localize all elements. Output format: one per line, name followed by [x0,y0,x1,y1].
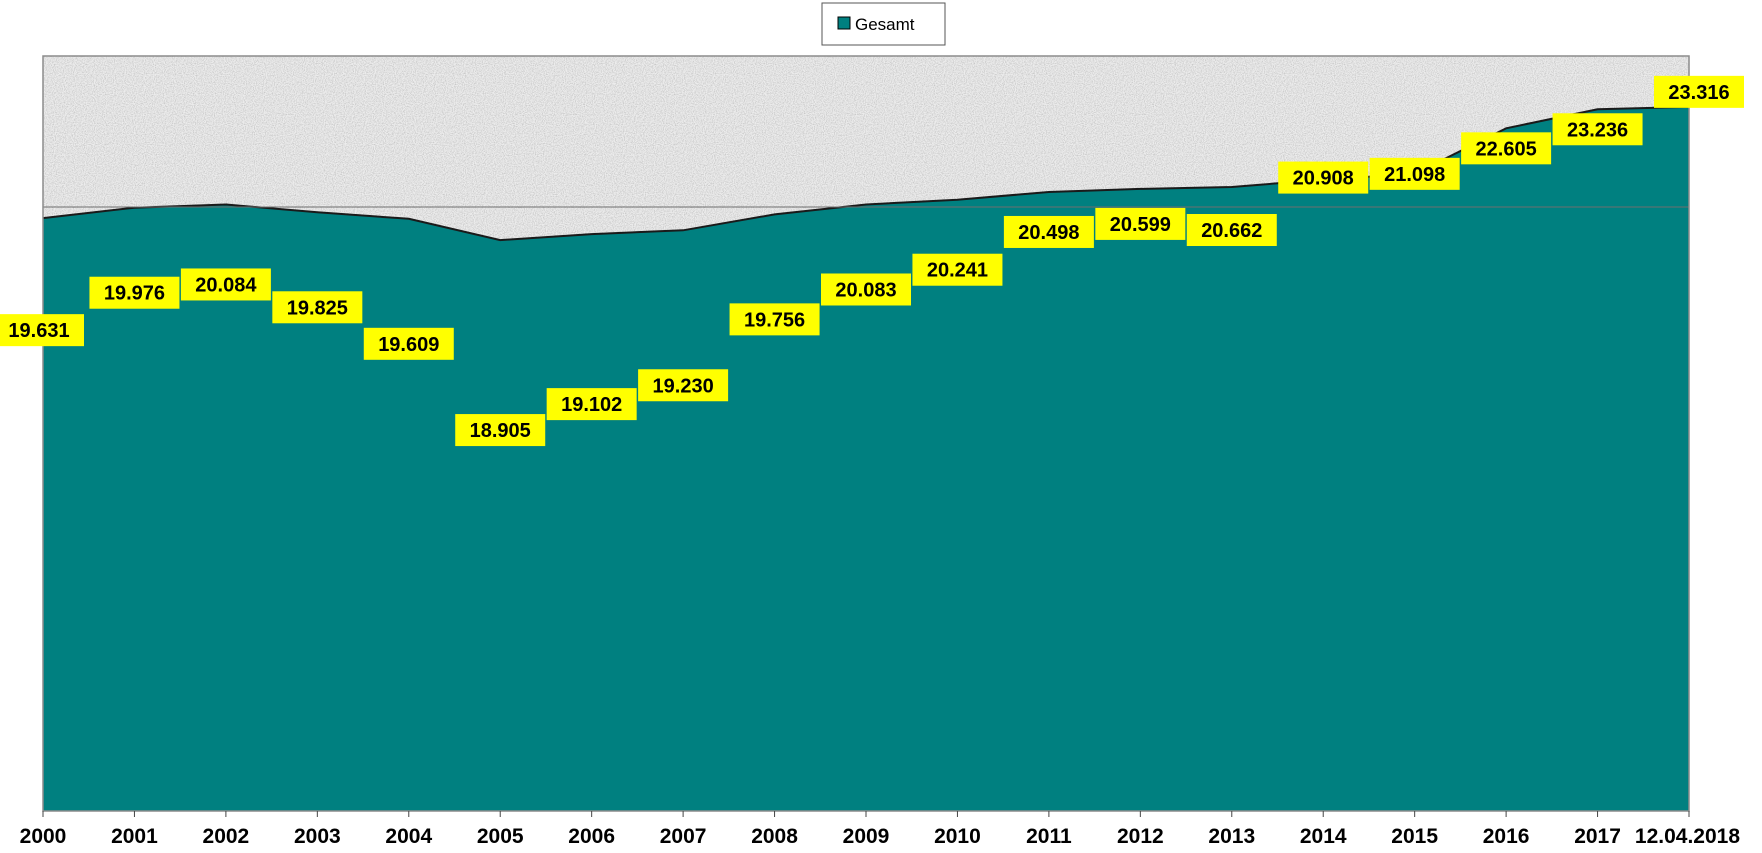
data-label-box [1186,214,1277,247]
legend: Gesamt [821,2,946,46]
x-tick-label: 2001 [111,825,158,848]
data-label: 19.230 [638,369,729,402]
legend-label: Gesamt [855,15,915,34]
x-tick-label: 2009 [843,825,890,848]
data-label-box [1461,132,1552,165]
x-tick-label: 2016 [1483,825,1530,848]
x-tick-label: 2013 [1208,825,1255,848]
data-label-text: 19.609 [378,334,439,356]
data-label: 23.236 [1552,113,1643,146]
data-label: 20.908 [1278,161,1369,194]
data-label: 19.631 [0,314,84,347]
data-label-text: 19.756 [744,309,805,331]
data-label-text: 19.825 [287,297,348,319]
data-label-box [1654,75,1744,108]
x-tick-label: 2012 [1117,825,1164,848]
data-label-text: 21.098 [1384,164,1445,186]
data-label: 20.241 [912,253,1003,286]
data-label-box [912,253,1003,286]
data-label-box [1278,161,1369,194]
data-label: 19.756 [729,303,820,336]
data-label: 22.605 [1461,132,1552,165]
x-tick-label: 2006 [568,825,615,848]
data-label: 20.599 [1095,207,1186,240]
data-label-text: 23.236 [1567,119,1628,141]
x-tick-label: 12.04.2018 [1635,825,1740,848]
data-label: 19.825 [272,291,363,324]
data-label: 19.976 [89,276,180,309]
data-label-box [89,276,180,309]
data-label: 18.905 [455,414,546,447]
data-label-box [363,327,454,360]
x-tick-label: 2000 [20,825,67,848]
data-label-text: 19.230 [653,375,714,397]
data-label-text: 22.605 [1476,138,1537,160]
x-tick-label: 2007 [660,825,707,848]
legend-swatch [837,16,851,30]
data-label-text: 20.241 [927,260,988,282]
x-tick-label: 2008 [751,825,798,848]
data-label: 20.083 [821,273,911,306]
data-label-text: 19.102 [561,394,622,416]
data-label-box [180,268,271,301]
data-label-box [1003,215,1094,248]
data-label-box [546,388,637,421]
x-tick-label: 2014 [1300,825,1347,848]
data-label-text: 20.662 [1201,220,1262,242]
data-label: 19.609 [363,327,454,360]
data-label: 20.662 [1186,214,1277,247]
data-label-box [1552,113,1643,146]
data-label-text: 20.908 [1293,168,1354,190]
x-tick-label: 2005 [477,825,524,848]
x-tick-label: 2017 [1574,825,1621,848]
x-tick-label: 2011 [1026,825,1072,848]
data-label: 21.098 [1369,157,1460,190]
data-label-box [1095,207,1186,240]
data-label-box [729,303,820,336]
data-label-text: 20.599 [1110,214,1171,236]
data-label: 20.084 [180,268,271,301]
data-label: 19.102 [546,388,637,421]
data-label: 23.316 [1654,75,1744,108]
x-tick-label: 2002 [203,825,250,848]
x-tick-label: 2010 [934,825,981,848]
x-tick-label: 2003 [294,825,341,848]
x-tick-label: 2004 [385,825,432,848]
data-label: 20.498 [1003,215,1094,248]
data-label-text: 20.498 [1018,222,1079,244]
data-label-box [455,414,546,447]
data-label-box [821,273,911,306]
data-label-box [272,291,363,324]
data-label-text: 19.631 [8,320,69,342]
data-label-box [1369,157,1460,190]
data-label-text: 18.905 [470,420,531,442]
data-label-text: 20.084 [195,274,257,296]
data-label-text: 23.316 [1668,82,1729,104]
data-label-text: 20.083 [835,279,896,301]
data-label-box [638,369,729,402]
data-label-box [0,314,84,347]
series-area-gesamt [43,106,1689,811]
x-tick-label: 2015 [1391,825,1438,848]
data-label-text: 19.976 [104,283,165,305]
